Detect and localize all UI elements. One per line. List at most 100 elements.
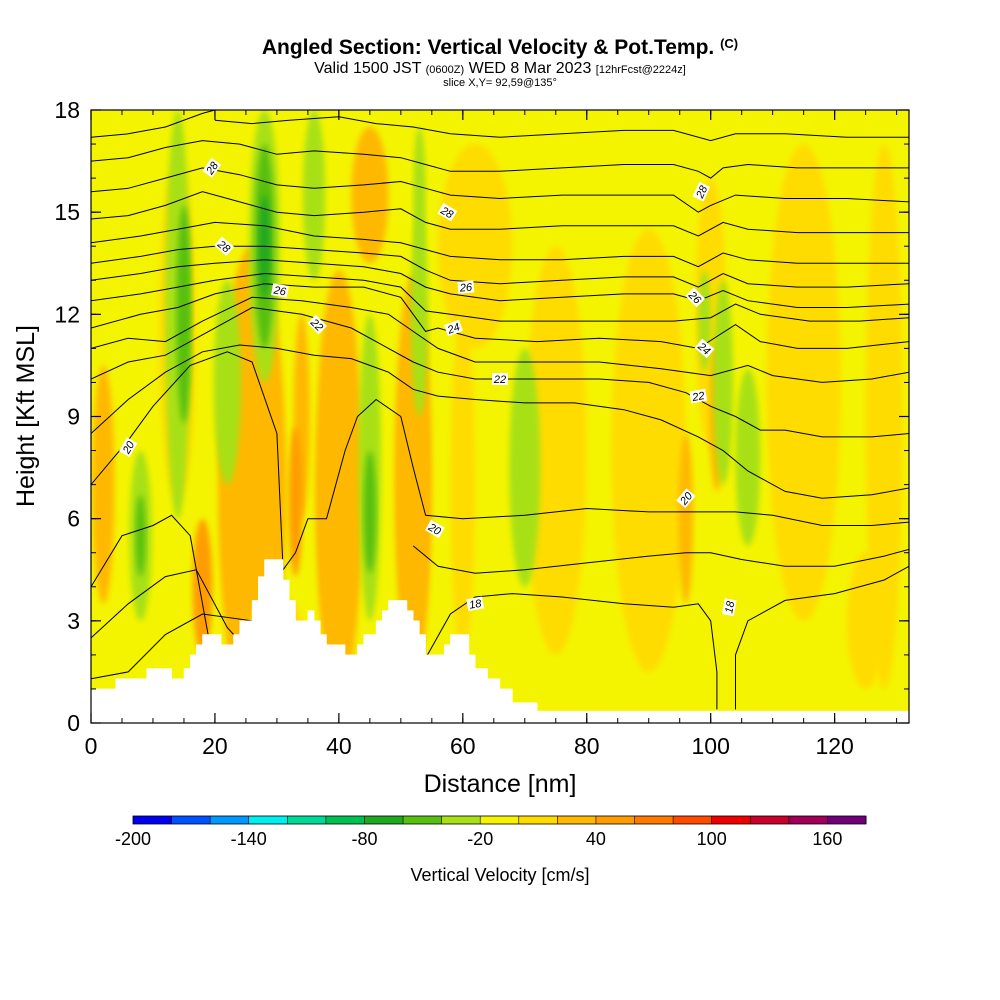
x-axis-label: Distance [nm] (424, 770, 577, 798)
contour-label-bg (202, 157, 222, 178)
axes: 0 20 40 60 80 100 120 0 3 6 9 12 15 18 (54, 97, 909, 759)
contour-label-text: 18 (468, 598, 483, 612)
colorbar-swatch-8 (441, 816, 481, 824)
valid-zulu: (0600Z) (425, 64, 465, 76)
x-tick-label: 20 (202, 733, 228, 759)
contour-label-bg (214, 236, 235, 256)
chart-title: Angled Section: Vertical Velocity & Pot.… (0, 36, 1000, 60)
isentrope-line-2 (91, 514, 210, 638)
contour-label-text: 22 (690, 390, 705, 404)
colorbar-tick-label: -140 (231, 829, 267, 849)
contour-label-bg (676, 488, 696, 509)
colorbar-swatch-2 (210, 816, 250, 824)
contour-label-11: 22 (492, 373, 508, 386)
colorbar-tick-label: -80 (351, 829, 377, 849)
contour-label-15: 18 (466, 596, 485, 612)
velocity-cell-21 (524, 246, 587, 655)
colorbar-swatch-4 (287, 816, 327, 824)
colorbar-tick-label: -20 (467, 829, 493, 849)
isentrope-line-6 (91, 351, 909, 572)
velocity-cell-33 (176, 205, 192, 424)
velocity-cell-26 (865, 144, 903, 689)
contour-label-bg (722, 598, 737, 617)
velocity-cell-19 (192, 518, 213, 655)
contour-label-bg (443, 319, 464, 337)
contour-label-bg (694, 338, 715, 359)
contour-label-16: 18 (722, 598, 737, 617)
x-tick-label: 0 (85, 733, 98, 759)
contour-label-6: 26 (457, 280, 475, 295)
contour-label-bg (685, 287, 706, 308)
colorbar-swatch-17 (788, 816, 828, 824)
velocity-cell-47 (735, 368, 761, 546)
isentrope-line-17 (91, 140, 909, 179)
title-main: Angled Section: Vertical Velocity & Pot.… (261, 36, 715, 59)
colorbar-swatch-16 (750, 816, 790, 824)
slice-info: slice X,Y= 92,59@135° (443, 77, 557, 89)
contour-label-text: 28 (694, 183, 711, 201)
contour-label-bg (466, 596, 485, 612)
contour-label-bg (119, 437, 138, 458)
colorbar-swatch-14 (673, 816, 713, 824)
colorbar-swatch-13 (634, 816, 674, 824)
velocity-cell-40 (302, 110, 326, 281)
colorbar-swatch-12 (595, 816, 636, 824)
y-tick-label: 18 (54, 97, 80, 123)
colorbar-swatch-7 (403, 816, 443, 824)
isentrope-line-15 (91, 191, 909, 237)
isentrope-line-11 (91, 272, 909, 322)
colorbar-tick-label: -200 (115, 829, 151, 849)
velocity-cell-44 (413, 127, 426, 264)
contour-label-bg (457, 280, 475, 294)
velocity-cell-16 (288, 426, 303, 577)
x-tick-label: 120 (815, 733, 853, 759)
colorbar-swatch-10 (518, 816, 558, 824)
contour-label-bg (492, 373, 508, 385)
x-tick-label: 60 (450, 733, 476, 759)
isentrope-line-7 (91, 344, 909, 499)
y-tick-label: 9 (67, 404, 80, 430)
contour-label-bg (271, 283, 289, 298)
colorbar-tick-label: 160 (812, 829, 842, 849)
contour-label-5: 26 (271, 283, 289, 299)
contour-label-8: 24 (443, 319, 464, 337)
velocity-cell-36 (213, 280, 241, 485)
y-tick-label: 15 (54, 199, 80, 225)
isentrope-line-5 (412, 545, 909, 574)
contour-label-bg (692, 181, 711, 202)
velocity-cell-42 (363, 450, 377, 574)
isentrope-line-18 (91, 110, 216, 138)
colorbar: -200 -140 -80 -20 40 100 160 (115, 815, 867, 849)
y-tick-label: 6 (67, 506, 80, 532)
contour-label-text: 24 (445, 321, 462, 337)
colorbar-tick-label: 40 (586, 829, 606, 849)
colorbar-tick-label: 100 (697, 829, 727, 849)
contour-label-bg (689, 388, 708, 404)
contour-label-bg (437, 203, 458, 222)
colorbar-swatch-11 (557, 816, 597, 824)
isentrope-line-19 (214, 116, 909, 142)
isentrope-line-4 (735, 565, 909, 710)
velocity-cell-43 (410, 212, 429, 417)
colorbar-swatch-3 (248, 816, 288, 824)
contour-label-bg (424, 519, 445, 539)
contour-label-text: 22 (493, 374, 506, 386)
velocity-cell-9 (315, 270, 363, 700)
y-axis-label: Height [Kft MSL] (12, 325, 40, 507)
colorbar-swatch-6 (364, 816, 404, 824)
velocity-cell-27 (351, 127, 389, 264)
velocity-cell-29 (847, 552, 885, 689)
velocity-cell-45 (509, 348, 541, 587)
chart-subtitle: Valid 1500 JST (0600Z) WED 8 Mar 2023 [1… (0, 60, 1000, 78)
colorbar-swatch-0 (133, 816, 173, 824)
colorbar-swatch-18 (827, 816, 867, 824)
isentrope-line-12 (91, 259, 909, 308)
colorbar-swatch-15 (711, 816, 751, 824)
terrain (90, 559, 910, 724)
contour-label-4: 28 (692, 181, 711, 202)
contour-label-bg (307, 314, 328, 335)
contour-label-12: 22 (689, 388, 708, 404)
velocity-cell-30 (678, 433, 694, 604)
title-unit: (C) (720, 36, 739, 51)
valid-time: Valid 1500 JST (314, 60, 422, 77)
